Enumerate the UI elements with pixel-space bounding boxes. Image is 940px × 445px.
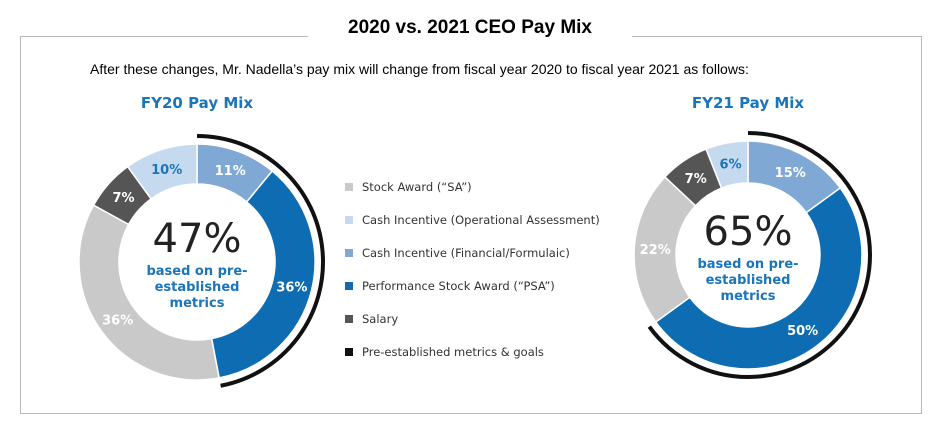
legend-swatch <box>345 215 353 224</box>
slice-label: 10% <box>151 163 182 178</box>
slice-label: 6% <box>720 158 742 173</box>
title-text: 2020 vs. 2021 CEO Pay Mix <box>308 17 632 38</box>
legend-swatch <box>345 248 353 257</box>
chart-subtitle: After these changes, Mr. Nadella’s pay m… <box>90 61 749 77</box>
legend-item: Cash Incentive (Financial/Formulaic) <box>345 236 600 269</box>
center-caption: metrics <box>721 289 776 304</box>
slice-label: 36% <box>102 314 133 329</box>
center-caption: established <box>155 280 240 295</box>
legend-item: Salary <box>345 302 600 335</box>
center-caption: based on pre- <box>697 257 798 272</box>
donut-slice <box>654 186 863 370</box>
legend-label: Pre-established metrics & goals <box>362 344 544 359</box>
slice-label: 15% <box>775 166 806 181</box>
legend-swatch <box>345 314 353 323</box>
donut-title: FY21 Pay Mix <box>692 94 805 112</box>
legend-item: Performance Stock Award (“PSA”) <box>345 269 600 302</box>
donut-title: FY20 Pay Mix <box>141 94 254 112</box>
chart-title: 2020 vs. 2021 CEO Pay Mix <box>0 17 940 39</box>
legend: Stock Award (“SA”) Cash Incentive (Opera… <box>345 170 600 368</box>
legend-item: Stock Award (“SA”) <box>345 170 600 203</box>
pre-established-arc <box>196 134 325 388</box>
slice-label: 7% <box>685 172 707 187</box>
legend-swatch <box>345 347 353 356</box>
legend-item: Pre-established metrics & goals <box>345 335 600 368</box>
center-caption: based on pre- <box>146 264 247 279</box>
slice-label: 22% <box>640 243 671 258</box>
legend-label: Performance Stock Award (“PSA”) <box>362 278 555 293</box>
donut-slice <box>126 143 198 200</box>
legend-label: Cash Incentive (Financial/Formulaic) <box>362 245 570 260</box>
legend-swatch <box>345 281 353 290</box>
slice-label: 11% <box>215 164 246 179</box>
slice-label: 36% <box>276 280 307 295</box>
legend-label: Stock Award (“SA”) <box>362 179 472 194</box>
legend-label: Cash Incentive (Operational Assessment) <box>362 212 600 227</box>
legend-swatch <box>345 182 353 191</box>
pre-established-arc <box>647 131 872 379</box>
legend-label: Salary <box>362 311 399 326</box>
slice-label: 50% <box>787 324 818 339</box>
donut-slice <box>210 170 316 379</box>
center-caption: established <box>706 273 791 288</box>
donut-slice <box>705 140 749 190</box>
donut-slice <box>78 204 220 381</box>
center-caption: metrics <box>170 296 225 311</box>
center-value: 65% <box>704 209 793 255</box>
center-value: 47% <box>153 216 242 262</box>
legend-item: Cash Incentive (Operational Assessment) <box>345 203 600 236</box>
slice-label: 7% <box>112 191 134 206</box>
